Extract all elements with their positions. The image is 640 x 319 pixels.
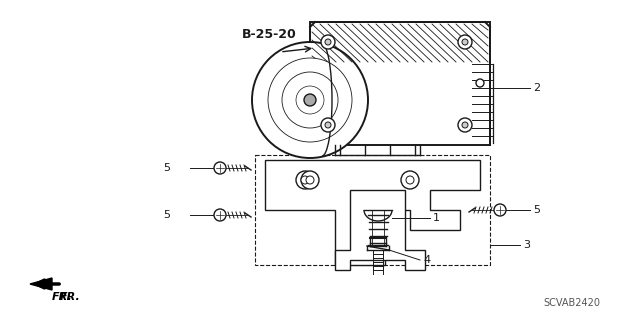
- Polygon shape: [265, 160, 480, 265]
- Circle shape: [301, 176, 309, 184]
- Circle shape: [325, 122, 331, 128]
- Text: 5: 5: [533, 205, 540, 215]
- Text: 5: 5: [163, 163, 170, 173]
- Text: FR.: FR.: [52, 292, 72, 302]
- Circle shape: [301, 171, 319, 189]
- Bar: [310, 22, 490, 145]
- Circle shape: [214, 209, 226, 221]
- Polygon shape: [335, 190, 425, 270]
- Circle shape: [214, 162, 226, 174]
- Circle shape: [494, 204, 506, 216]
- Circle shape: [406, 176, 414, 184]
- Circle shape: [252, 42, 368, 158]
- Text: SCVAB2420: SCVAB2420: [543, 298, 600, 308]
- Circle shape: [458, 35, 472, 49]
- Text: B-25-20: B-25-20: [242, 28, 297, 41]
- Polygon shape: [310, 70, 358, 130]
- Circle shape: [306, 176, 314, 184]
- Polygon shape: [30, 278, 52, 290]
- Text: FR.: FR.: [60, 292, 81, 302]
- Circle shape: [321, 118, 335, 132]
- Circle shape: [476, 79, 484, 87]
- Text: 2: 2: [533, 83, 540, 93]
- Circle shape: [462, 122, 468, 128]
- Bar: [255, 155, 490, 265]
- Bar: [312, 24, 488, 62]
- Circle shape: [321, 35, 335, 49]
- Circle shape: [296, 171, 314, 189]
- Text: 3: 3: [523, 240, 530, 250]
- Circle shape: [304, 94, 316, 106]
- Circle shape: [401, 171, 419, 189]
- Text: 1: 1: [433, 213, 440, 223]
- Text: 5: 5: [163, 210, 170, 220]
- Text: 4: 4: [423, 255, 430, 265]
- Circle shape: [296, 86, 324, 114]
- Circle shape: [325, 39, 331, 45]
- Circle shape: [268, 58, 352, 142]
- Circle shape: [462, 39, 468, 45]
- Circle shape: [458, 118, 472, 132]
- Circle shape: [282, 72, 338, 128]
